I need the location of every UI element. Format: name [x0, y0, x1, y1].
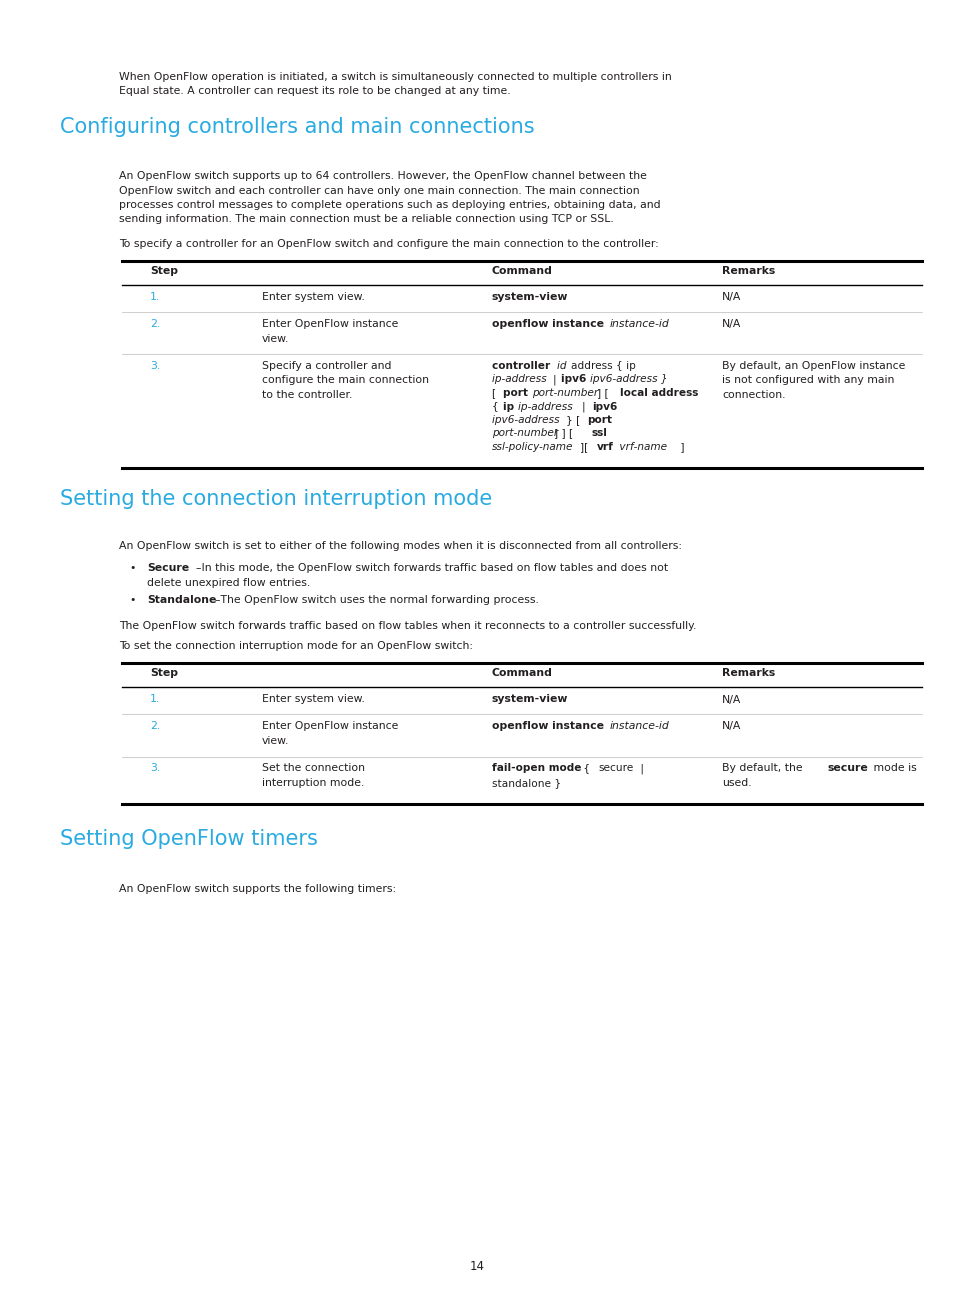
Text: An OpenFlow switch is set to either of the following modes when it is disconnect: An OpenFlow switch is set to either of t… — [119, 542, 681, 552]
Text: openflow instance: openflow instance — [492, 722, 607, 731]
Text: Configuring controllers and main connections: Configuring controllers and main connect… — [60, 117, 534, 137]
Text: N/A: N/A — [721, 695, 740, 705]
Text: connection.: connection. — [721, 390, 784, 400]
Text: [: [ — [492, 388, 499, 398]
Text: By default, an OpenFlow instance: By default, an OpenFlow instance — [721, 362, 904, 371]
Text: address { ip: address { ip — [571, 362, 636, 371]
Text: By default, the: By default, the — [721, 763, 805, 774]
Text: Step: Step — [150, 266, 178, 276]
Text: secure: secure — [827, 763, 868, 774]
Text: view.: view. — [262, 333, 289, 343]
Text: Enter OpenFlow instance: Enter OpenFlow instance — [262, 722, 398, 731]
Text: ipv6-address }: ipv6-address } — [589, 375, 667, 385]
Text: ] [: ] [ — [597, 388, 612, 398]
Text: ]: ] — [677, 442, 684, 452]
Text: 3.: 3. — [150, 763, 160, 774]
Text: to the controller.: to the controller. — [262, 390, 352, 400]
Text: |: | — [553, 375, 559, 385]
Text: Remarks: Remarks — [721, 266, 775, 276]
Text: Step: Step — [150, 669, 178, 679]
Text: ssl: ssl — [592, 429, 607, 438]
Text: •: • — [129, 564, 135, 574]
Text: system-view: system-view — [492, 292, 568, 302]
Text: To set the connection interruption mode for an OpenFlow switch:: To set the connection interruption mode … — [119, 642, 473, 652]
Text: Remarks: Remarks — [721, 669, 775, 679]
Text: interruption mode.: interruption mode. — [262, 778, 364, 788]
Text: instance-id: instance-id — [609, 319, 669, 329]
Text: 1.: 1. — [150, 695, 160, 705]
Text: processes control messages to complete operations such as deploying entries, obt: processes control messages to complete o… — [119, 200, 659, 210]
Text: sending information. The main connection must be a reliable connection using TCP: sending information. The main connection… — [119, 215, 613, 224]
Text: Secure: Secure — [147, 564, 189, 574]
Text: To specify a controller for an OpenFlow switch and configure the main connection: To specify a controller for an OpenFlow … — [119, 238, 659, 249]
Text: configure the main connection: configure the main connection — [262, 376, 429, 385]
Text: standalone }: standalone } — [492, 778, 560, 788]
Text: N/A: N/A — [721, 319, 740, 329]
Text: ipv6-address: ipv6-address — [492, 415, 562, 425]
Text: Enter OpenFlow instance: Enter OpenFlow instance — [262, 319, 398, 329]
Text: fail-open mode: fail-open mode — [492, 763, 581, 774]
Text: delete unexpired flow entries.: delete unexpired flow entries. — [147, 578, 310, 588]
Text: Command: Command — [492, 266, 553, 276]
Text: port-number: port-number — [492, 429, 558, 438]
Text: |: | — [637, 763, 643, 774]
Text: When OpenFlow operation is initiated, a switch is simultaneously connected to mu: When OpenFlow operation is initiated, a … — [119, 73, 671, 82]
Text: An OpenFlow switch supports up to 64 controllers. However, the OpenFlow channel : An OpenFlow switch supports up to 64 con… — [119, 171, 646, 181]
Text: An OpenFlow switch supports the following timers:: An OpenFlow switch supports the followin… — [119, 884, 395, 893]
Text: The OpenFlow switch forwards traffic based on flow tables when it reconnects to : The OpenFlow switch forwards traffic bas… — [119, 622, 696, 631]
Text: Setting the connection interruption mode: Setting the connection interruption mode — [60, 490, 492, 509]
Text: vrf: vrf — [597, 442, 613, 452]
Text: id: id — [557, 362, 569, 371]
Text: ssl-policy-name: ssl-policy-name — [492, 442, 573, 452]
Text: view.: view. — [262, 736, 289, 746]
Text: 14: 14 — [469, 1260, 484, 1273]
Text: Enter system view.: Enter system view. — [262, 695, 364, 705]
Text: Setting OpenFlow timers: Setting OpenFlow timers — [60, 829, 317, 849]
Text: ipv6: ipv6 — [592, 402, 617, 412]
Text: } [: } [ — [565, 415, 583, 425]
Text: ] ] [: ] ] [ — [554, 429, 576, 438]
Text: N/A: N/A — [721, 722, 740, 731]
Text: –In this mode, the OpenFlow switch forwards traffic based on flow tables and doe: –In this mode, the OpenFlow switch forwa… — [195, 564, 667, 574]
Text: Specify a controller and: Specify a controller and — [262, 362, 391, 371]
Text: secure: secure — [598, 763, 633, 774]
Text: system-view: system-view — [492, 695, 568, 705]
Text: port-number: port-number — [532, 388, 598, 398]
Text: controller: controller — [492, 362, 554, 371]
Text: Set the connection: Set the connection — [262, 763, 365, 774]
Text: ][: ][ — [579, 442, 591, 452]
Text: ip-address: ip-address — [517, 402, 576, 412]
Text: OpenFlow switch and each controller can have only one main connection. The main : OpenFlow switch and each controller can … — [119, 185, 639, 196]
Text: local address: local address — [619, 388, 698, 398]
Text: –The OpenFlow switch uses the normal forwarding process.: –The OpenFlow switch uses the normal for… — [214, 595, 538, 605]
Text: •: • — [129, 595, 135, 605]
Text: used.: used. — [721, 778, 751, 788]
Text: 2.: 2. — [150, 722, 160, 731]
Text: 1.: 1. — [150, 292, 160, 302]
Text: Standalone: Standalone — [147, 595, 216, 605]
Text: port: port — [586, 415, 612, 425]
Text: openflow instance: openflow instance — [492, 319, 607, 329]
Text: ip-address: ip-address — [492, 375, 550, 385]
Text: ipv6: ipv6 — [560, 375, 589, 385]
Text: 3.: 3. — [150, 362, 160, 371]
Text: is not configured with any main: is not configured with any main — [721, 376, 894, 385]
Text: Enter system view.: Enter system view. — [262, 292, 364, 302]
Text: {: { — [492, 402, 501, 412]
Text: Equal state. A controller can request its role to be changed at any time.: Equal state. A controller can request it… — [119, 87, 510, 96]
Text: ip: ip — [502, 402, 517, 412]
Text: N/A: N/A — [721, 292, 740, 302]
Text: port: port — [502, 388, 531, 398]
Text: 2.: 2. — [150, 319, 160, 329]
Text: Command: Command — [492, 669, 553, 679]
Text: instance-id: instance-id — [609, 722, 669, 731]
Text: mode is: mode is — [869, 763, 916, 774]
Text: |: | — [581, 402, 588, 412]
Text: {: { — [579, 763, 593, 774]
Text: vrf-name: vrf-name — [616, 442, 666, 452]
